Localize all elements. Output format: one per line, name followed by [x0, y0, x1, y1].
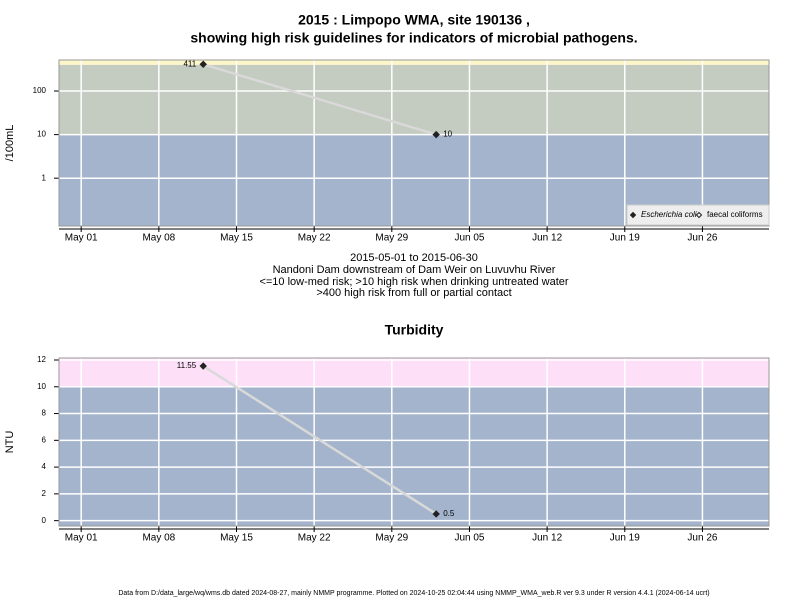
chart-title: Turbidity — [385, 322, 444, 338]
x-tick-label: Jun 19 — [610, 533, 640, 544]
y-tick-label: 10 — [37, 382, 46, 391]
data-point — [199, 362, 207, 370]
y-tick-label: 100 — [33, 86, 47, 95]
legend-marker — [695, 211, 703, 219]
data-point — [432, 130, 440, 139]
y-tick-label: 1 — [42, 173, 47, 182]
series-line — [202, 364, 437, 516]
x-tick-label: Jun 12 — [532, 233, 562, 244]
y-tick-label: 0 — [42, 516, 47, 525]
legend-marker — [629, 211, 637, 219]
x-tick-label: Jun 05 — [454, 533, 484, 544]
data-label: 0.5 — [443, 509, 455, 518]
y-tick-label: 6 — [42, 435, 47, 444]
x-tick-label: May 15 — [220, 533, 253, 544]
risk-band — [59, 64, 769, 135]
x-tick-label: May 29 — [375, 533, 408, 544]
data-point — [432, 510, 440, 518]
chart-title: 2015 : Limpopo WMA, site 190136 , — [298, 12, 530, 28]
plot-frame — [58, 59, 770, 227]
x-tick-label: May 15 — [220, 233, 253, 244]
data-label: 11.55 — [177, 361, 197, 370]
plot-frame — [58, 357, 770, 527]
note: 2015-05-01 to 2015-06-30 — [350, 252, 478, 264]
risk-band — [59, 60, 769, 65]
x-tick-label: May 01 — [65, 233, 98, 244]
y-tick-label: 10 — [37, 130, 46, 139]
x-tick-label: May 08 — [142, 533, 175, 544]
note: >400 high risk from full or partial cont… — [316, 287, 511, 299]
x-tick-label: May 08 — [142, 233, 175, 244]
data-point — [199, 60, 207, 68]
footer: Data from D:/data_large/wq/wms.db dated … — [118, 590, 709, 597]
note: Nandoni Dam downstream of Dam Weir on Lu… — [273, 264, 556, 276]
x-tick-label: Jun 26 — [687, 233, 717, 244]
legend-label: Escherichia coli — [641, 210, 697, 219]
chart-title: showing high risk guidelines for indicat… — [190, 30, 637, 46]
legend-label: faecal coliforms — [707, 210, 763, 219]
risk-band — [59, 386, 769, 526]
data-label: 411 — [183, 59, 196, 68]
y-axis-label: /100mL — [4, 125, 16, 162]
data-label: 10 — [443, 130, 452, 139]
x-tick-label: May 29 — [375, 233, 408, 244]
note: <=10 low-med risk; >10 high risk when dr… — [259, 276, 568, 288]
y-tick-label: 12 — [37, 355, 46, 364]
y-tick-label: 4 — [42, 462, 47, 471]
x-tick-label: May 01 — [65, 533, 98, 544]
x-tick-label: Jun 19 — [610, 233, 640, 244]
x-tick-label: Jun 26 — [687, 533, 717, 544]
y-tick-label: 2 — [42, 489, 47, 498]
x-tick-label: Jun 12 — [532, 533, 562, 544]
x-tick-label: May 22 — [298, 533, 331, 544]
x-tick-label: May 22 — [298, 233, 331, 244]
series-line — [202, 63, 437, 136]
y-axis-label: NTU — [4, 431, 16, 454]
risk-band — [59, 358, 769, 387]
y-tick-label: 8 — [42, 409, 47, 418]
legend-box — [626, 204, 770, 226]
x-tick-label: Jun 05 — [454, 233, 484, 244]
